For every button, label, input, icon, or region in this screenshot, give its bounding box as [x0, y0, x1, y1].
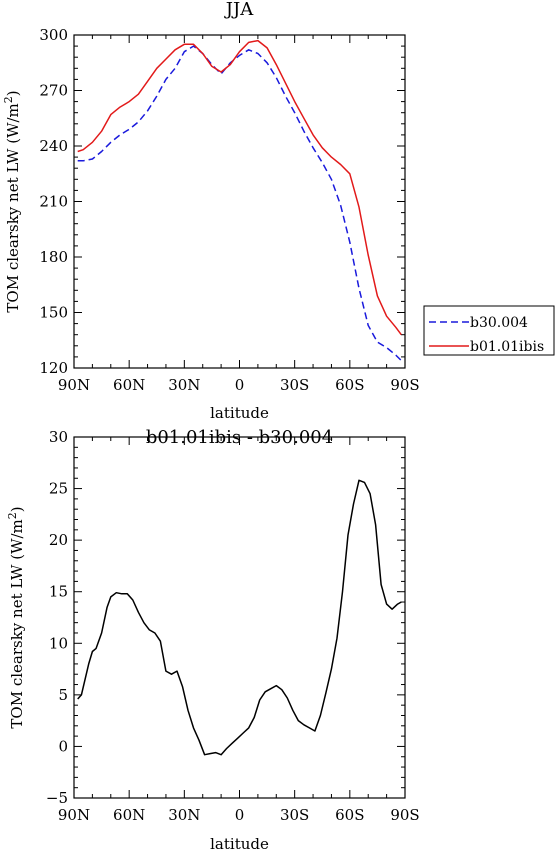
x-tick-label: 90S [390, 376, 419, 394]
x-tick-label: 90S [390, 806, 419, 824]
y-tick-label: 150 [39, 304, 68, 322]
y-axis-label-part: TOM clearsky net LW (W/m [4, 103, 22, 312]
y-axis-label-superscript: 2 [6, 512, 19, 519]
x-tick-label: 30N [168, 376, 200, 394]
x-tick-label: 60N [113, 376, 145, 394]
y-axis-label-part: ) [4, 90, 22, 96]
x-tick-label: 30S [280, 376, 309, 394]
x-tick-label: 90N [58, 376, 90, 394]
x-tick-label: 30S [280, 806, 309, 824]
legend-label: b30.004 [470, 315, 528, 331]
plot-frame [73, 34, 406, 369]
y-tick-label: 10 [49, 634, 68, 652]
series-line-b30-004 [77, 45, 402, 362]
y-tick-label: 120 [39, 359, 68, 377]
y-axis-label-part: TOM clearsky net LW (W/m [8, 519, 26, 728]
series-line-b01-01ibis [77, 39, 402, 336]
y-tick-label: −5 [46, 789, 68, 807]
legend-box [423, 305, 555, 356]
chart-panel-2: 90N 60N 30N 0 30S 60S 90S −5 0 5 10 15 20 25 30 b01.01i… [6, 427, 420, 851]
chart-panel-1: 90N 60N 30N 0 30S 60S 90S 120 150 180 210 240 270 300… [2, 0, 555, 422]
x-axis-label: latitude [210, 404, 269, 422]
legend: b30.004 b01.01ibis [423, 305, 555, 356]
y-tick-label: 210 [39, 193, 68, 211]
y-tick-label: 0 [58, 737, 68, 755]
y-tick-label: 20 [49, 531, 68, 549]
y-tick-label: 180 [39, 248, 68, 266]
y-tick-label: 30 [49, 428, 68, 446]
y-tick-label: 300 [39, 26, 68, 44]
y-tick-label: 15 [49, 583, 68, 601]
x-tick-label: 90N [58, 806, 90, 824]
x-tick-label: 60S [335, 806, 364, 824]
x-tick-label: 0 [235, 376, 245, 394]
x-tick-label: 0 [235, 806, 245, 824]
x-tick-label: 30N [168, 806, 200, 824]
y-axis-label: TOM clearsky net LW (W/m2) [6, 506, 26, 728]
x-axis-label: latitude [210, 835, 269, 851]
y-axis-label: TOM clearsky net LW (W/m2) [2, 90, 22, 312]
y-tick-label: 5 [58, 686, 68, 704]
chart-title: b01.01ibis - b30.004 [146, 427, 333, 448]
x-tick-label: 60S [335, 376, 364, 394]
y-tick-label: 25 [49, 480, 68, 498]
x-tick-label: 60N [113, 806, 145, 824]
legend-label: b01.01ibis [470, 339, 544, 355]
y-axis-label-part: ) [8, 506, 26, 512]
series-line-difference [77, 479, 402, 756]
y-axis-label-superscript: 2 [2, 96, 15, 103]
plot-frame [73, 436, 406, 799]
chart-title: JJA [224, 0, 254, 20]
y-tick-label: 240 [39, 137, 68, 155]
y-tick-label: 270 [39, 82, 68, 100]
